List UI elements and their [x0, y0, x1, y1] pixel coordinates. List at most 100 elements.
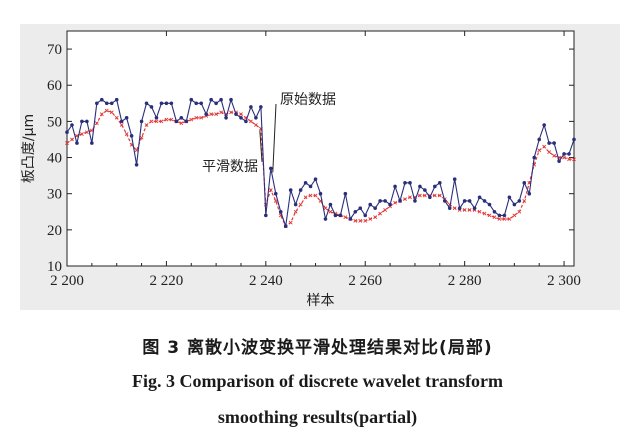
- data-point-smooth: [189, 117, 194, 122]
- data-point-raw: [338, 213, 343, 218]
- x-tick-label: 2 260: [348, 273, 382, 289]
- data-point-smooth: [482, 211, 487, 216]
- data-point-raw: [492, 209, 497, 214]
- data-point-smooth: [363, 218, 368, 223]
- data-point-smooth: [124, 132, 129, 136]
- data-point-raw: [547, 141, 551, 145]
- data-point-raw: [358, 206, 363, 210]
- data-point-raw: [239, 115, 243, 120]
- data-point-raw: [199, 101, 204, 106]
- data-point-smooth: [373, 215, 378, 220]
- data-point-raw: [219, 97, 223, 102]
- data-point-raw: [343, 191, 348, 196]
- data-point-smooth: [229, 110, 233, 115]
- data-point-raw: [552, 141, 556, 145]
- data-point-smooth: [109, 110, 114, 115]
- plot-area: [65, 97, 576, 229]
- data-point-raw: [507, 195, 512, 200]
- y-tick-label: 60: [47, 78, 62, 94]
- data-point-raw: [283, 224, 288, 229]
- data-point-raw: [95, 101, 99, 106]
- data-point-raw: [388, 202, 392, 207]
- data-point-smooth: [552, 153, 557, 158]
- data-point-raw: [184, 119, 189, 124]
- data-point-smooth: [393, 200, 397, 205]
- x-tick-label: 2 220: [150, 273, 184, 289]
- data-point-raw: [437, 181, 442, 185]
- data-point-raw: [433, 184, 437, 189]
- leader-line-raw: [272, 103, 277, 173]
- data-point-raw: [482, 199, 487, 203]
- data-point-raw: [288, 188, 293, 192]
- data-point-raw: [174, 119, 179, 124]
- data-point-raw: [194, 101, 199, 106]
- data-point-raw: [99, 97, 104, 102]
- leader-line-smooth: [259, 130, 263, 163]
- data-point-smooth: [462, 208, 467, 212]
- data-point-raw: [154, 115, 159, 120]
- data-point-raw: [512, 202, 517, 207]
- data-point-raw: [109, 101, 114, 106]
- data-point-smooth: [164, 117, 169, 122]
- data-point-smooth: [298, 202, 303, 207]
- data-point-raw: [149, 105, 154, 109]
- data-point-raw: [403, 181, 407, 185]
- data-point-raw: [348, 217, 353, 221]
- data-point-smooth: [417, 193, 422, 198]
- data-point-raw: [224, 115, 228, 120]
- data-point-raw: [264, 213, 268, 218]
- data-point-raw: [353, 209, 358, 214]
- data-point-raw: [65, 130, 69, 135]
- data-point-raw: [467, 199, 472, 203]
- data-point-raw: [522, 181, 527, 185]
- data-point-smooth: [572, 157, 576, 162]
- data-point-smooth: [502, 217, 507, 221]
- data-point-smooth: [403, 197, 407, 202]
- data-point-raw: [487, 202, 492, 207]
- data-point-smooth: [467, 208, 472, 212]
- chart-figure: 10 20 30 40 50 60 70 2 200 2 220 2 240 2 260 2 280 2…: [20, 24, 620, 310]
- data-point-smooth: [65, 141, 69, 145]
- data-point-raw: [268, 166, 273, 171]
- data-point-smooth: [522, 199, 527, 203]
- data-point-raw: [542, 123, 546, 127]
- y-tick-label: 70: [47, 42, 62, 58]
- data-point-raw: [303, 181, 308, 185]
- data-point-raw: [323, 217, 328, 221]
- data-point-raw: [373, 206, 377, 210]
- data-point-smooth: [432, 193, 437, 198]
- data-point-smooth: [303, 195, 308, 200]
- data-point-raw: [209, 97, 213, 102]
- data-point-raw: [114, 97, 119, 102]
- data-point-raw: [189, 97, 194, 102]
- data-point-smooth: [288, 220, 293, 225]
- data-point-raw: [119, 119, 124, 124]
- data-point-smooth: [209, 112, 214, 117]
- data-point-raw: [179, 115, 184, 120]
- data-point-raw: [80, 119, 84, 124]
- annotation-raw-data: 原始数据: [280, 92, 336, 108]
- data-point-raw: [457, 206, 462, 210]
- data-point-raw: [452, 177, 457, 182]
- annotation-smooth-data: 平滑数据: [202, 158, 258, 175]
- data-point-smooth: [94, 121, 99, 126]
- data-point-raw: [442, 199, 447, 203]
- data-point-raw: [249, 105, 253, 109]
- data-point-raw: [229, 97, 233, 102]
- data-point-smooth: [517, 209, 522, 214]
- data-point-smooth: [547, 150, 552, 155]
- data-point-smooth: [154, 119, 159, 124]
- data-point-smooth: [497, 217, 502, 221]
- data-point-raw: [398, 199, 402, 203]
- data-point-smooth: [452, 206, 457, 211]
- data-point-smooth: [378, 211, 383, 216]
- data-point-smooth: [408, 195, 412, 200]
- data-point-smooth: [99, 112, 104, 117]
- data-point-raw: [333, 213, 338, 218]
- figure-caption-chinese: 图 3 离散小波变换平滑处理结果对比(局部): [142, 338, 493, 358]
- data-point-raw: [413, 199, 417, 203]
- data-point-raw: [428, 195, 432, 200]
- data-point-raw: [244, 119, 248, 124]
- data-point-raw: [537, 137, 542, 142]
